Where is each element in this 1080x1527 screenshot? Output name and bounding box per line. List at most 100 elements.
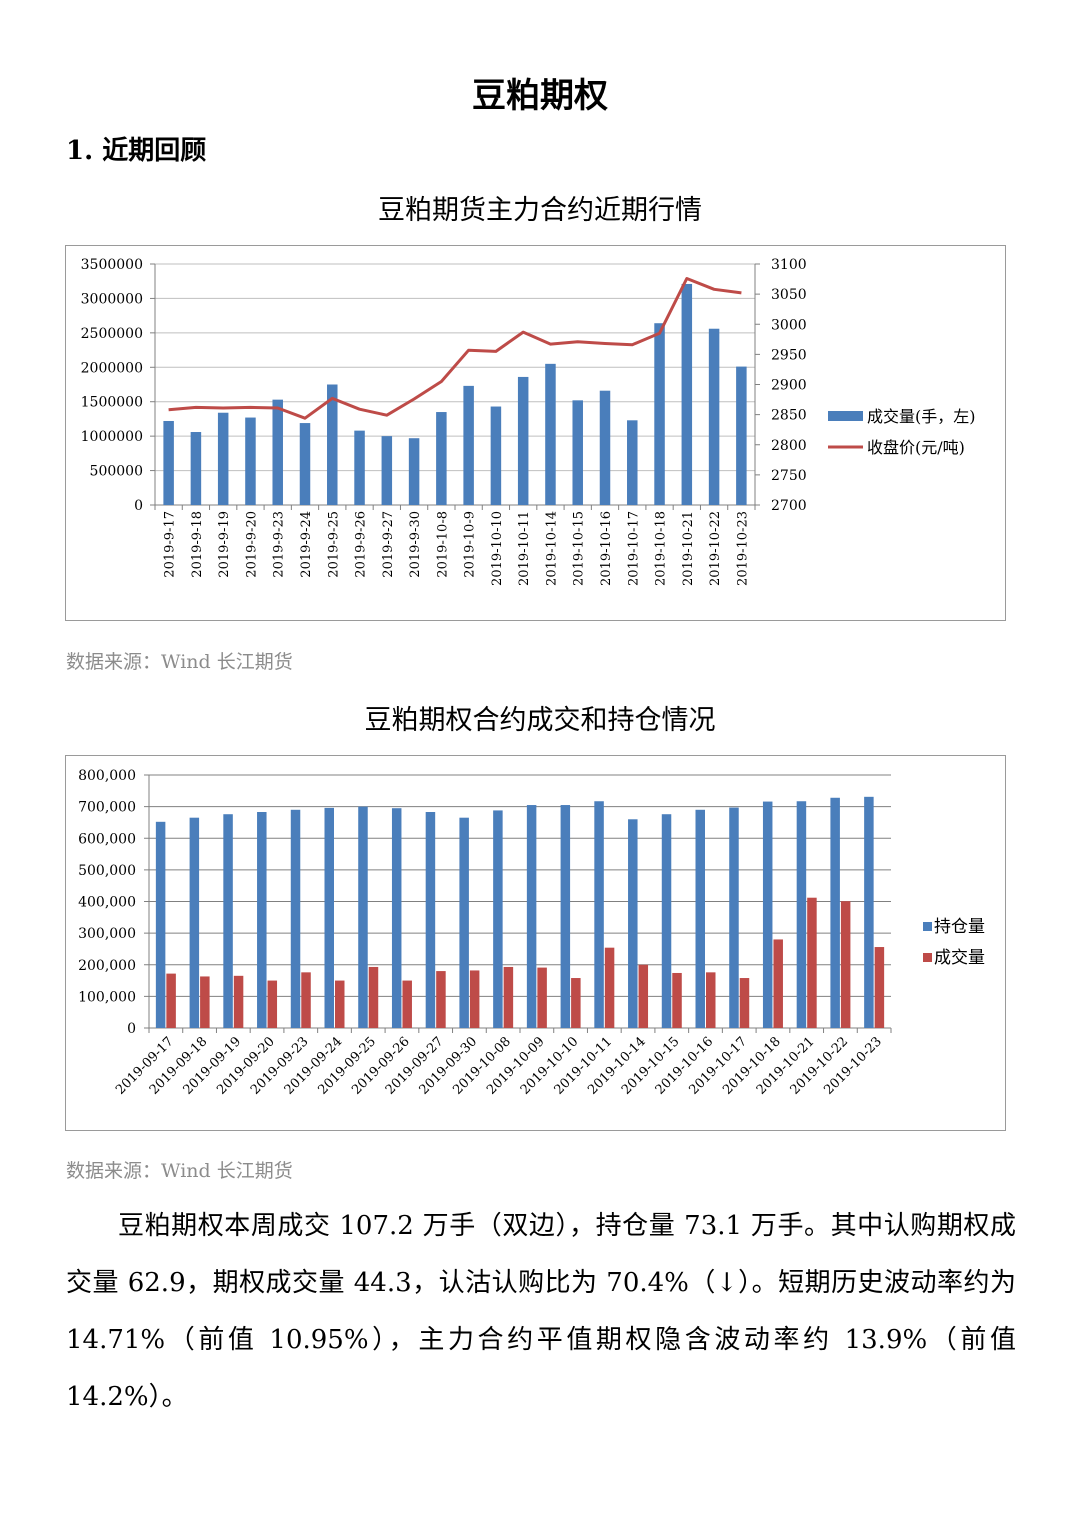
x-tick-label: 2019-10-8 (435, 511, 450, 578)
x-tick-label: 2019-9-25 (326, 511, 341, 578)
x-tick-label: 2019-9-23 (272, 511, 287, 578)
x-tick-label: 2019-9-24 (299, 511, 314, 578)
y-tick-label: 800,000 (78, 768, 136, 784)
options-chart-source: 数据来源：Wind 长江期货 (66, 1160, 293, 1182)
options-chart: 0 100,000 200,000 300,000 400,000 500,000 600,… (65, 755, 1006, 1131)
volume-bar (706, 972, 716, 1028)
open-interest-bar (628, 819, 638, 1028)
volume-bar (654, 323, 665, 505)
volume-bar (708, 328, 720, 505)
y-tick-label: 700,000 (78, 800, 136, 816)
open-interest-bar (290, 809, 301, 1028)
x-tick-label: 2019-9-18 (190, 511, 205, 578)
y-tick-label: 200,000 (78, 958, 136, 974)
x-tick-label: 2019-10-22 (708, 511, 723, 586)
volume-bar (233, 975, 244, 1028)
open-interest-bar (594, 801, 604, 1028)
open-interest-bar (493, 810, 503, 1028)
volume-bar (627, 420, 638, 505)
y-right-tick-label: 2700 (771, 498, 807, 514)
open-interest-bar (257, 812, 267, 1028)
y-tick-label: 0 (127, 1021, 136, 1037)
volume-bar (572, 400, 583, 505)
volume-bar (739, 978, 750, 1028)
open-interest-bar (459, 817, 469, 1028)
volume-bar (402, 980, 412, 1028)
volume-bar (517, 376, 529, 505)
volume-bar (217, 412, 229, 505)
volume-bar (571, 978, 581, 1028)
open-interest-bar (189, 817, 200, 1028)
page-title: 豆粕期权 (472, 76, 608, 116)
section-heading: 1. 近期回顾 (66, 136, 207, 166)
x-tick-label: 2019-9-17 (163, 511, 178, 578)
open-interest-bar (223, 814, 233, 1028)
y-right-tick-label: 2900 (771, 378, 807, 394)
volume-bar (874, 947, 885, 1028)
open-interest-bar (324, 807, 334, 1028)
volume-bar (267, 980, 278, 1028)
y-right-tick-label: 3050 (771, 287, 807, 303)
y-right-tick-label: 2750 (771, 468, 807, 484)
x-tick-label: 2019-10-10 (490, 511, 505, 586)
y-tick-label: 500,000 (78, 863, 136, 879)
open-interest-bar (729, 807, 739, 1028)
x-tick-label: 2019-10-15 (572, 511, 587, 586)
volume-bar (301, 972, 311, 1028)
volume-bar (190, 432, 202, 505)
legend-volume-swatch (828, 411, 863, 421)
volume-bar (681, 283, 693, 505)
y-left-tick-label: 2000000 (81, 360, 143, 376)
volume-bar (469, 970, 480, 1028)
x-tick-label: 2019-9-30 (408, 511, 423, 578)
open-interest-bar (526, 805, 537, 1028)
open-interest-bar (358, 806, 368, 1028)
x-tick-label: 2019-10-17 (626, 511, 641, 586)
volume-bar (599, 390, 611, 505)
open-interest-bar (762, 801, 773, 1028)
volume-bar (272, 399, 283, 505)
options-chart-title: 豆粕期权合约成交和持仓情况 (364, 705, 716, 736)
volume-bar (166, 973, 176, 1028)
legend-price-label: 收盘价(元/吨) (867, 438, 965, 457)
y-tick-label: 100,000 (78, 989, 136, 1005)
x-tick-label: 2019-9-19 (217, 511, 232, 578)
open-interest-bar (425, 812, 436, 1028)
open-interest-bar (830, 797, 840, 1028)
x-tick-label: 2019-10-21 (681, 511, 696, 586)
volume-bar (773, 939, 783, 1028)
volume-bar (335, 980, 345, 1028)
volume-bar (245, 417, 256, 505)
open-interest-bar (695, 809, 705, 1028)
volume-bar (545, 363, 556, 505)
y-tick-label: 300,000 (78, 926, 136, 942)
x-tick-label: 2019-10-18 (654, 511, 669, 586)
volume-bar (490, 406, 502, 505)
volume-bar (200, 976, 210, 1028)
summary-paragraph: 豆粕期权本周成交 107.2 万手（双边），持仓量 73.1 万手。其中认购期权… (66, 1211, 1016, 1412)
x-tick-label: 2019-10-16 (599, 511, 614, 586)
volume-bar (327, 384, 338, 505)
volume-bar (604, 947, 615, 1028)
volume-bar (368, 966, 379, 1028)
x-tick-label: 2019-9-20 (244, 511, 259, 578)
futures-chart-svg: 0 500000 1000000 1500000 2000000 2500000 30000… (81, 257, 976, 586)
volume-bar (436, 971, 446, 1028)
y-right-tick-label: 2800 (771, 438, 807, 454)
y-right-tick-label: 3100 (771, 257, 807, 273)
volume-bar (672, 972, 682, 1028)
close-price-line (168, 277, 742, 420)
x-tick-label: 2019-10-11 (517, 511, 532, 586)
open-interest-bar (661, 814, 672, 1028)
legend-open-interest-label: 持仓量 (934, 917, 985, 937)
volume-bar (840, 901, 851, 1028)
legend-volume-label: 成交量(手，左) (867, 407, 976, 426)
volume-bar (381, 436, 393, 505)
y-left-tick-label: 1000000 (81, 429, 143, 445)
y-left-tick-label: 500000 (90, 464, 143, 480)
volume-bar (503, 966, 514, 1028)
y-right-tick-label: 3000 (771, 317, 807, 333)
volume-bar (736, 366, 747, 505)
options-chart-svg: 0 100,000 200,000 300,000 400,000 500,000 600,… (78, 768, 985, 1098)
y-right-tick-label: 2950 (771, 347, 807, 363)
